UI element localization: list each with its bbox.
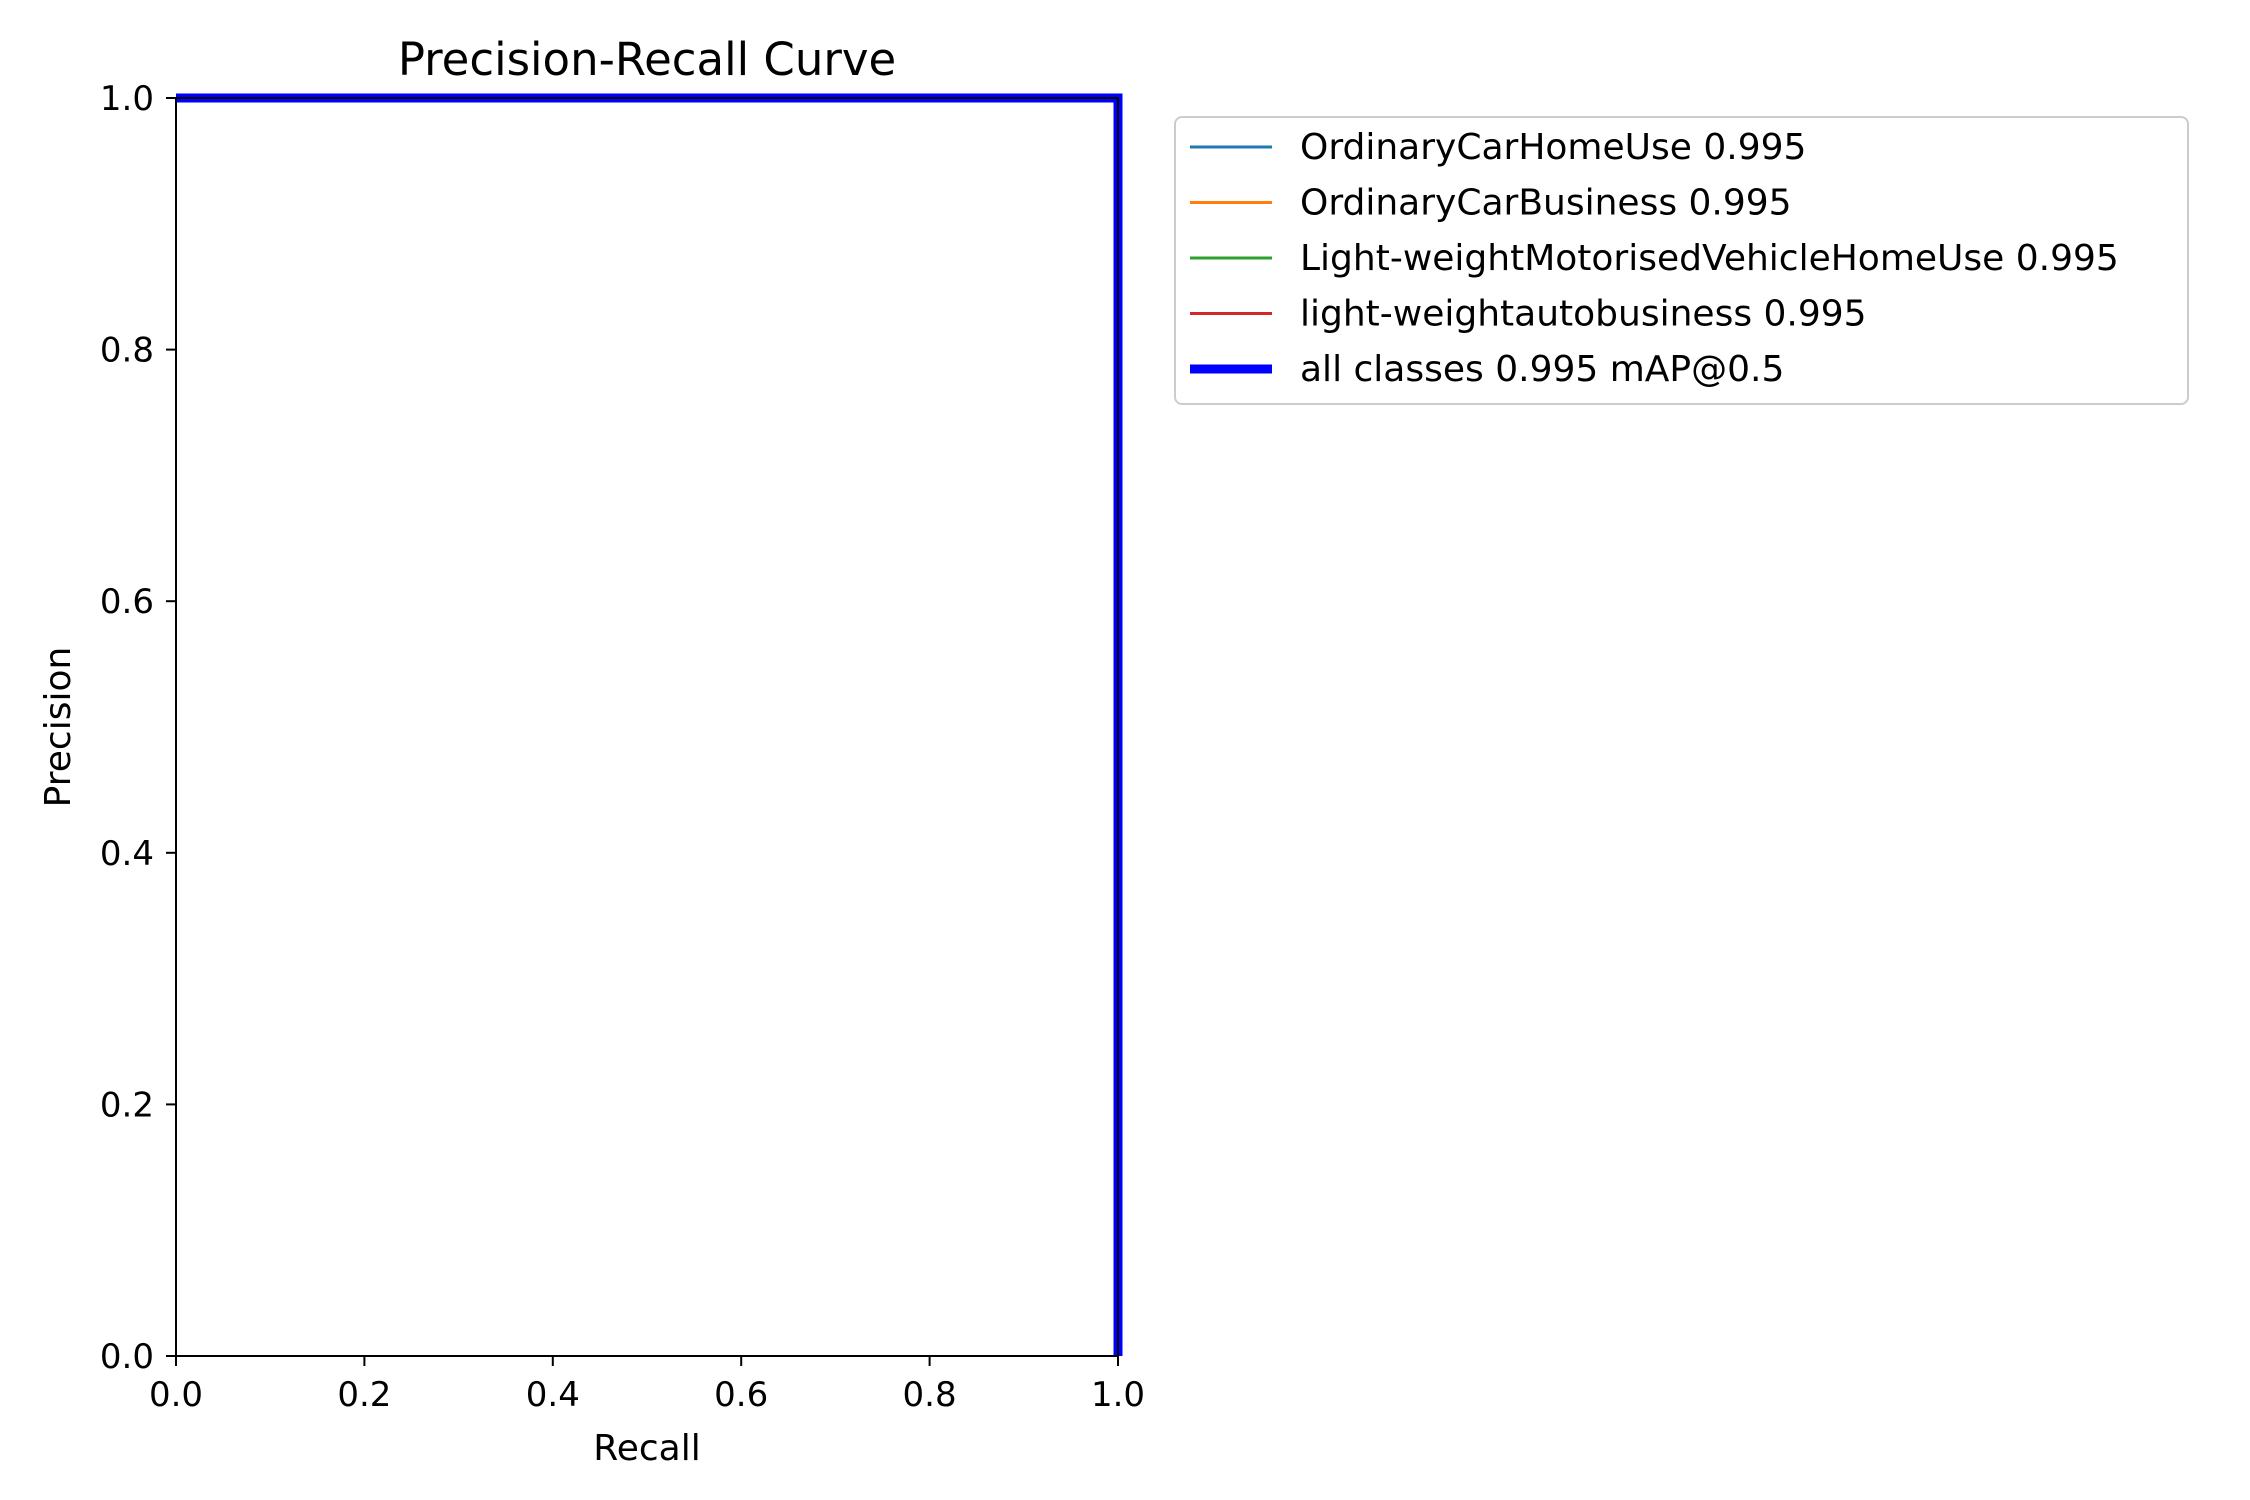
legend-label-0: OrdinaryCarHomeUse 0.995 xyxy=(1300,127,1806,168)
x-tick-label: 0.8 xyxy=(903,1375,957,1415)
x-axis-label: Recall xyxy=(593,1428,700,1469)
plot-frame xyxy=(175,97,1119,1357)
y-axis-ticks: 0.0 0.2 0.4 0.6 0.8 1.0 xyxy=(100,79,176,1377)
legend-items: OrdinaryCarHomeUse 0.995 OrdinaryCarBusin… xyxy=(1190,127,2119,390)
y-tick-label: 0.4 xyxy=(100,834,154,874)
y-tick-label: 1.0 xyxy=(100,79,154,119)
y-tick-label: 0.8 xyxy=(100,331,154,371)
legend-label-1: OrdinaryCarBusiness 0.995 xyxy=(1300,183,1792,224)
y-axis-label: Precision xyxy=(38,647,79,808)
x-tick-label: 0.6 xyxy=(714,1375,768,1415)
x-tick-label: 1.0 xyxy=(1091,1375,1145,1415)
chart-title: Precision-Recall Curve xyxy=(398,33,896,86)
x-tick-label: 0.4 xyxy=(526,1375,580,1415)
legend-frame xyxy=(1174,116,2189,405)
legend-label-2: Light-weightMotorisedVehicleHomeUse 0.99… xyxy=(1300,238,2119,279)
y-tick-label: 0.0 xyxy=(100,1337,154,1377)
legend: OrdinaryCarHomeUse 0.995 OrdinaryCarBusin… xyxy=(1174,116,2189,405)
y-tick-label: 0.6 xyxy=(100,582,154,622)
legend-label-3: light-weightautobusiness 0.995 xyxy=(1300,294,1867,335)
x-axis-ticks: 0.0 0.2 0.4 0.6 0.8 1.0 xyxy=(149,1356,1145,1415)
x-tick-label: 0.0 xyxy=(149,1375,203,1415)
plot-area xyxy=(176,98,1118,1356)
y-tick-label: 0.2 xyxy=(100,1085,154,1125)
x-tick-label: 0.2 xyxy=(337,1375,391,1415)
legend-label-4: all classes 0.995 mAP@0.5 xyxy=(1300,349,1784,390)
